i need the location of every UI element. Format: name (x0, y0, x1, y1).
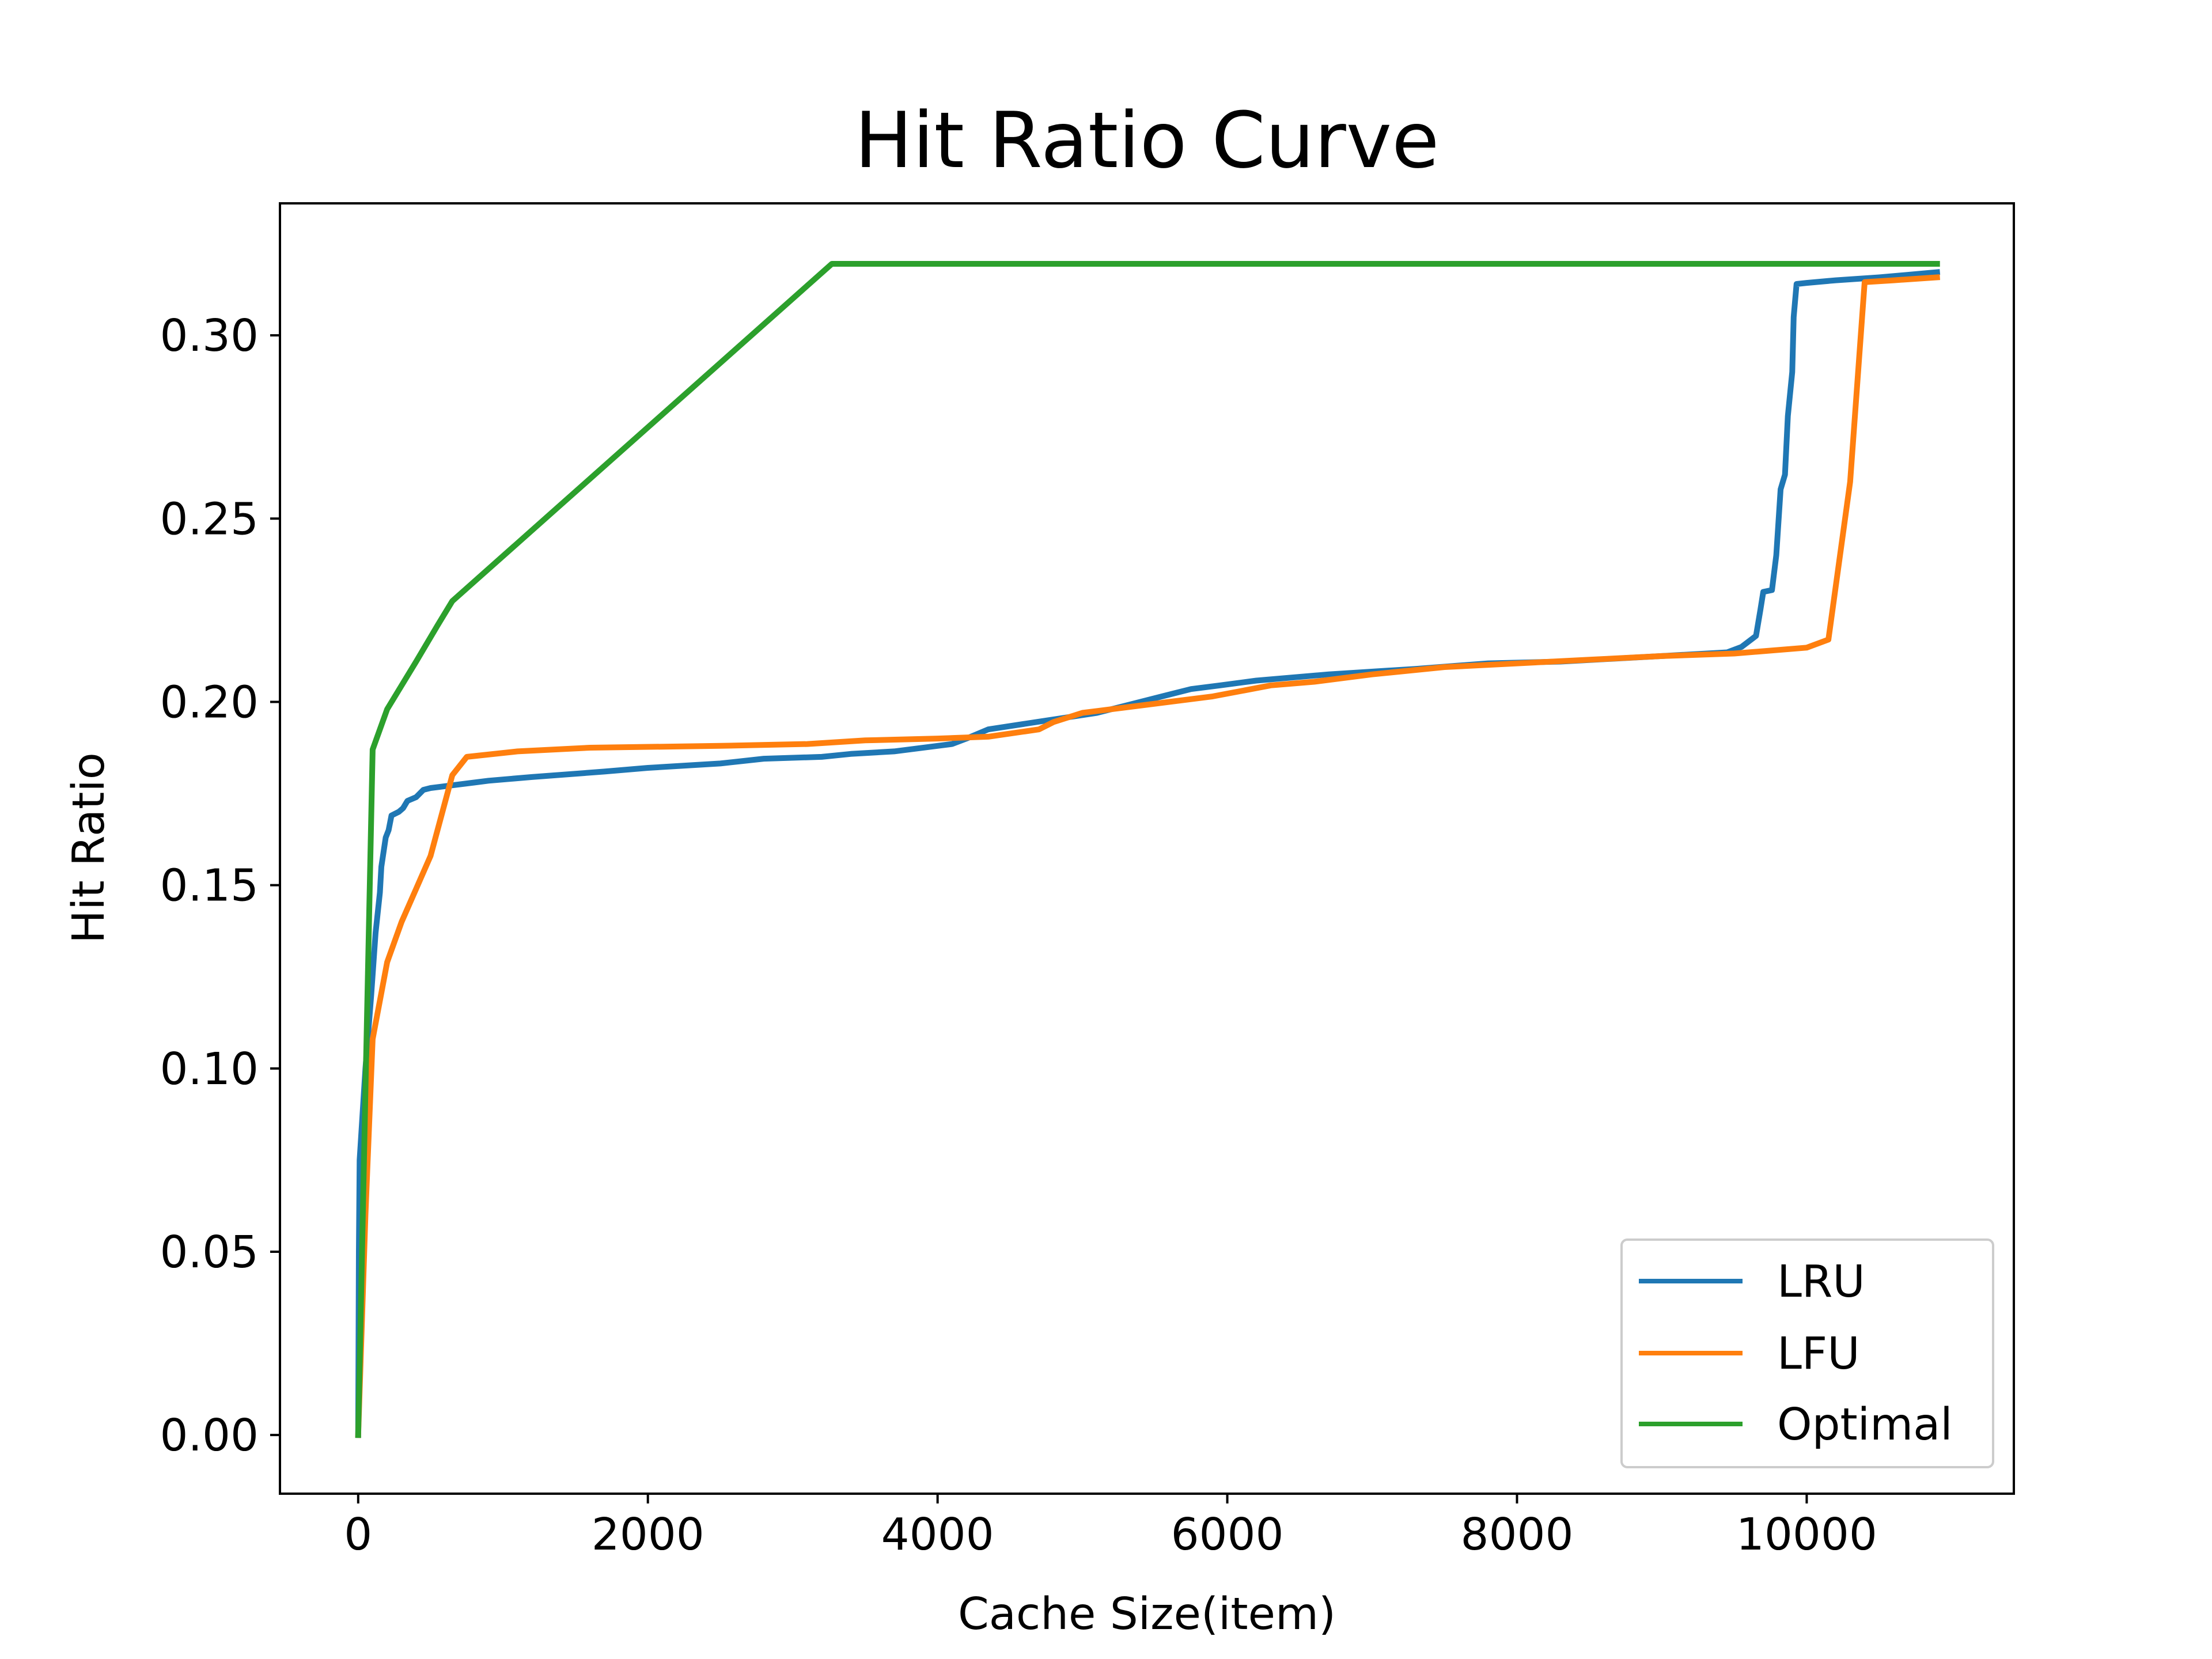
legend-label-lru: LRU (1777, 1256, 1865, 1308)
x-tick-label: 4000 (881, 1509, 994, 1560)
x-axis-label: Cache Size(item) (958, 1589, 1336, 1640)
series-line-lru (355, 269, 1941, 1438)
series-line-lfu (355, 274, 1941, 1438)
x-tick-label: 2000 (592, 1509, 704, 1560)
chart-title: Hit Ratio Curve (854, 96, 1439, 185)
x-tick-label: 8000 (1461, 1509, 1574, 1560)
legend-label-lfu: LFU (1777, 1328, 1860, 1380)
y-axis-label: Hit Ratio (63, 752, 115, 944)
x-axis-ticks: 0 2000 4000 6000 8000 10000 (344, 1494, 1877, 1560)
legend: LRU LFU Optimal (1620, 1238, 1994, 1468)
y-tick-label: 0.00 (160, 1410, 259, 1461)
y-tick-label: 0.25 (160, 494, 259, 545)
y-tick-label: 0.20 (160, 677, 259, 728)
y-tick-label: 0.05 (160, 1227, 259, 1278)
legend-label-optimal: Optimal (1777, 1399, 1953, 1450)
series-line-optimal (355, 261, 1940, 1438)
y-tick-label: 0.30 (160, 310, 259, 362)
series-lines (355, 261, 1941, 1438)
y-tick-label: 0.15 (160, 861, 259, 912)
y-tick-label: 0.10 (160, 1044, 259, 1095)
x-tick-label: 6000 (1171, 1509, 1284, 1560)
plot-area-frame (279, 202, 2015, 1495)
x-tick-label: 10000 (1736, 1509, 1877, 1560)
x-tick-label: 0 (344, 1509, 372, 1560)
y-axis-ticks: 0.00 0.05 0.10 0.15 0.20 0.25 0.30 (160, 310, 280, 1461)
legend-box (1620, 1238, 1994, 1468)
